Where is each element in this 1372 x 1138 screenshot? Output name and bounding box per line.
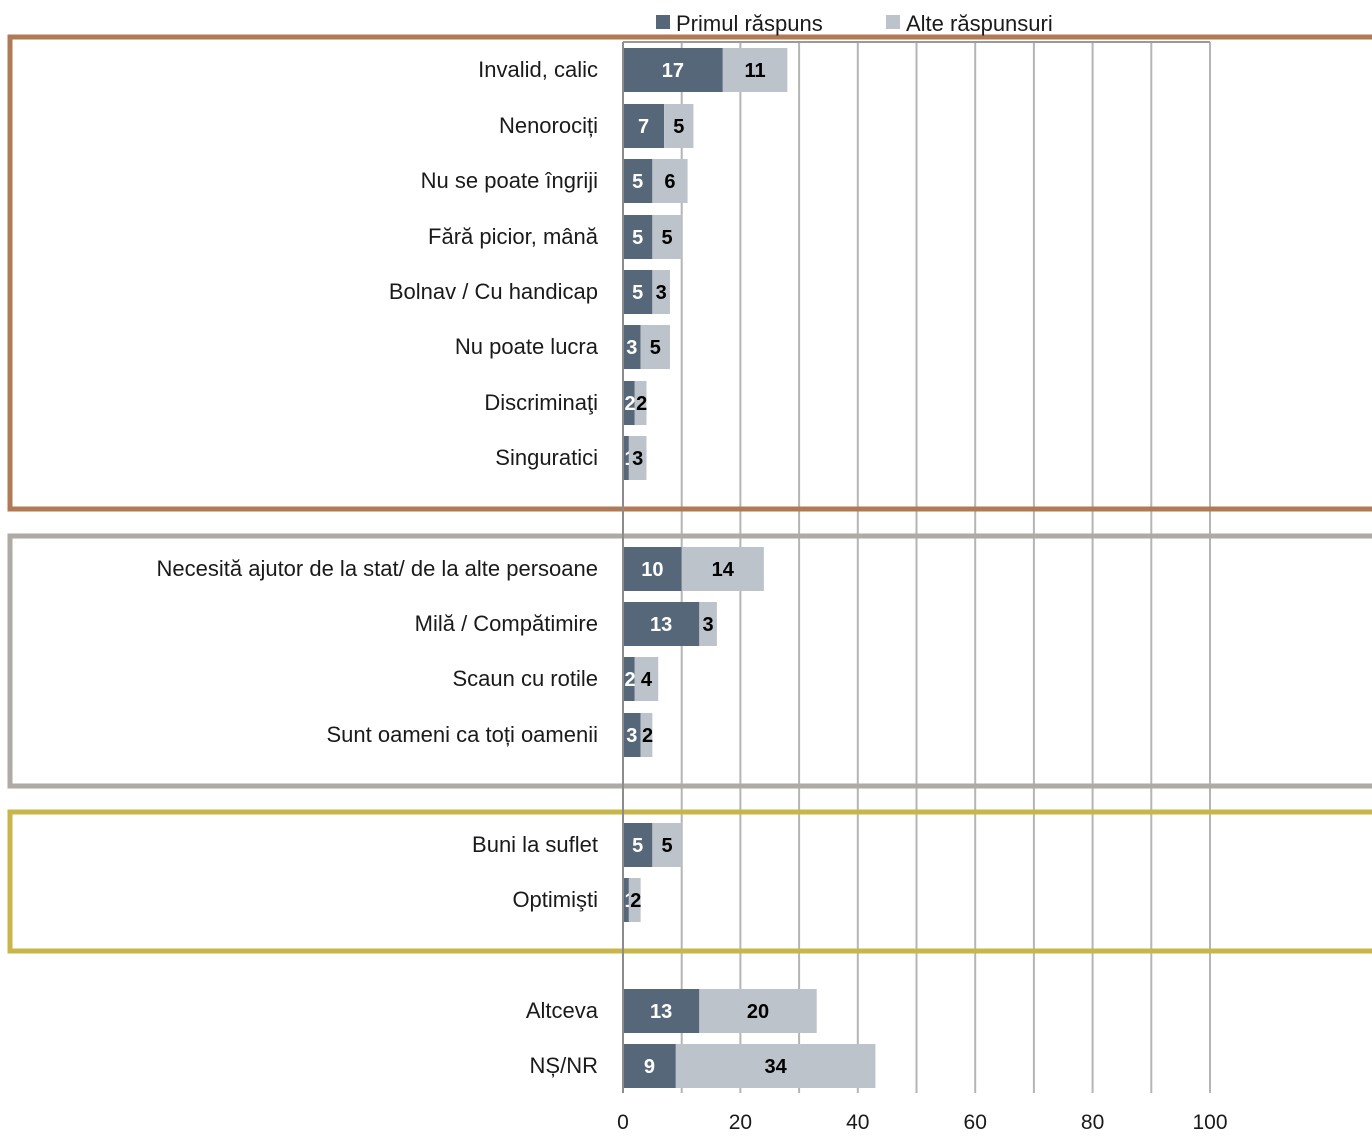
x-tick-label: 80 <box>1081 1111 1104 1134</box>
data-label: 17 <box>662 60 684 82</box>
category-label: Nenorociți <box>499 113 598 138</box>
bar-primul <box>623 878 629 922</box>
bar-primul <box>623 713 641 757</box>
data-label: 3 <box>656 282 667 304</box>
category-label: Nu poate lucra <box>455 334 599 359</box>
data-label: 5 <box>632 227 643 249</box>
legend-swatch <box>656 15 670 29</box>
legend-swatch <box>886 15 900 29</box>
category-label: Invalid, calic <box>478 57 598 82</box>
bar-alte <box>640 325 670 369</box>
category-label: Sunt oameni ca toți oamenii <box>327 722 599 747</box>
x-tick-label: 60 <box>964 1111 987 1134</box>
data-label: 13 <box>650 614 672 636</box>
bar-primul <box>623 270 653 314</box>
data-label: 5 <box>632 282 643 304</box>
x-tick-label: 0 <box>617 1111 629 1134</box>
data-label: 5 <box>632 171 643 193</box>
data-label: 5 <box>661 835 672 857</box>
data-label: 20 <box>747 1001 769 1023</box>
bar-alte <box>640 713 653 757</box>
bar-primul <box>623 602 700 646</box>
category-label: Discriminaţi <box>484 390 598 415</box>
bar-primul <box>623 159 653 203</box>
bar-alte <box>722 48 788 92</box>
group-frame-2 <box>7 533 1372 789</box>
bar-primul <box>623 325 641 369</box>
axis: 0 20 40 60 80 100 <box>617 42 1228 1134</box>
bar-primul <box>623 48 723 92</box>
category-label: Milă / Compătimire <box>415 611 598 636</box>
bar-alte <box>675 1044 876 1088</box>
bar-alte <box>652 215 682 259</box>
bar-primul <box>623 547 682 591</box>
data-label: 14 <box>712 559 735 581</box>
bar-primul <box>623 381 635 425</box>
category-label: Singuratici <box>495 445 598 470</box>
bar-primul <box>623 989 700 1033</box>
category-label: Necesită ajutor de la stat/ de la alte p… <box>157 556 599 581</box>
category-label: Bolnav / Cu handicap <box>389 279 598 304</box>
category-label: Buni la suflet <box>472 832 598 857</box>
category-label: Optimişti <box>512 887 598 912</box>
data-label: 3 <box>626 725 637 747</box>
group-frames <box>7 34 1372 954</box>
data-label: 13 <box>650 1001 672 1023</box>
data-label: 5 <box>650 337 661 359</box>
data-label: 5 <box>632 835 643 857</box>
data-label: 5 <box>661 227 672 249</box>
data-label: 2 <box>636 393 647 415</box>
data-label: 2 <box>624 393 635 415</box>
data-label: 9 <box>644 1056 655 1078</box>
data-label: 34 <box>764 1056 787 1078</box>
data-label: 10 <box>641 559 663 581</box>
data-label: 2 <box>642 725 653 747</box>
data-label: 4 <box>641 669 653 691</box>
bar-primul <box>623 1044 676 1088</box>
data-label: 2 <box>624 669 635 691</box>
data-label: 7 <box>638 116 649 138</box>
group-frame-3 <box>7 809 1372 954</box>
data-label: 3 <box>632 448 643 470</box>
data-label: 11 <box>744 60 765 82</box>
bar-primul <box>623 104 665 148</box>
data-label: 3 <box>703 614 714 636</box>
data-label: 2 <box>630 890 641 912</box>
category-label: NȘ/NR <box>530 1053 598 1078</box>
category-label: Scaun cu rotile <box>452 666 598 691</box>
bar-alte <box>628 436 647 480</box>
bar-alte <box>634 381 647 425</box>
category-label: Altceva <box>526 998 599 1023</box>
bar-alte <box>664 104 694 148</box>
legend-label: Primul răspuns <box>676 11 823 36</box>
bar-alte <box>699 602 717 646</box>
bars: Invalid, calic 17 11 Nenorociți 7 5 Nu se poat… <box>157 48 876 1088</box>
x-tick-label: 20 <box>729 1111 752 1134</box>
category-label: Fără picior, mână <box>428 224 599 249</box>
bar-alte <box>652 159 688 203</box>
bar-alte <box>681 547 764 591</box>
x-tick-label: 100 <box>1192 1111 1227 1134</box>
bar-primul <box>623 215 653 259</box>
bar-primul <box>623 657 635 701</box>
bar-alte <box>634 657 659 701</box>
x-tick-label: 40 <box>846 1111 869 1134</box>
data-label: 6 <box>664 171 675 193</box>
bar-alte <box>652 823 682 867</box>
data-label: 3 <box>626 337 637 359</box>
bar-primul <box>623 823 653 867</box>
bar-alte <box>699 989 817 1033</box>
gridlines <box>623 41 1211 1093</box>
group-frame-1 <box>7 34 1372 512</box>
category-label: Nu se poate îngriji <box>421 168 598 193</box>
bar-primul <box>623 436 629 480</box>
legend-label: Alte răspunsuri <box>906 11 1053 36</box>
legend: Primul răspuns Alte răspunsuri <box>656 11 1053 36</box>
bar-alte <box>628 878 641 922</box>
data-label: 5 <box>673 116 684 138</box>
bar-alte <box>652 270 670 314</box>
